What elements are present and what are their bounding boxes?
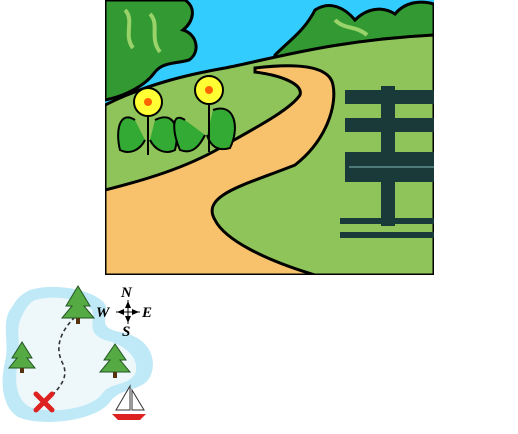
pine-tree-icon	[7, 341, 37, 373]
compass-north-label: N	[120, 285, 133, 301]
path-icon	[105, 64, 336, 275]
signpost-icon	[340, 86, 434, 238]
pine-tree-icon	[60, 285, 96, 324]
trail-path	[47, 316, 76, 401]
compass-west-label: W	[96, 305, 111, 321]
park-path-svg	[105, 0, 434, 275]
park-path-illustration	[105, 0, 434, 275]
treasure-map-illustration: N S E W	[0, 282, 165, 432]
treasure-x-icon	[33, 391, 55, 413]
leaf-highlight	[123, 8, 135, 50]
flower-icon	[173, 75, 236, 153]
pine-tree-icon	[98, 343, 132, 378]
compass-east-label: E	[141, 305, 152, 321]
island-land	[16, 297, 137, 411]
treasure-map-svg: N S E W	[2, 285, 153, 422]
compass-rose-icon: N S E W	[96, 285, 152, 340]
flower-icon	[117, 87, 178, 155]
sailboat-icon	[112, 384, 146, 420]
leaf-highlight	[148, 12, 162, 54]
compass-south-label: S	[122, 324, 130, 340]
leaf-highlight	[333, 18, 369, 37]
